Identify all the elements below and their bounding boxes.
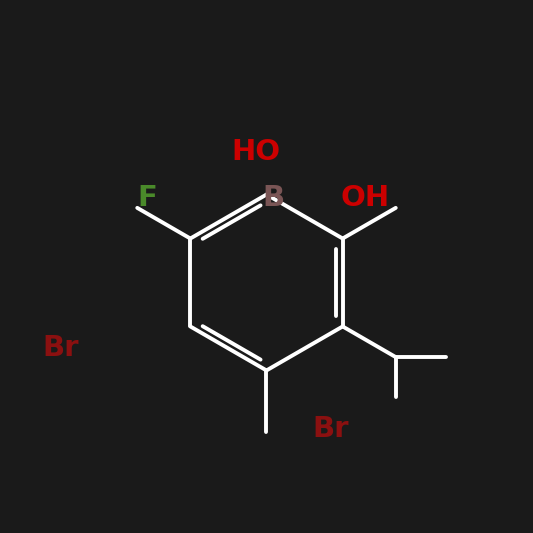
Text: Br: Br — [313, 415, 349, 443]
Text: Br: Br — [43, 334, 79, 361]
Text: OH: OH — [340, 184, 389, 212]
Text: HO: HO — [231, 138, 280, 166]
Text: F: F — [138, 184, 157, 212]
Text: B: B — [262, 184, 285, 212]
